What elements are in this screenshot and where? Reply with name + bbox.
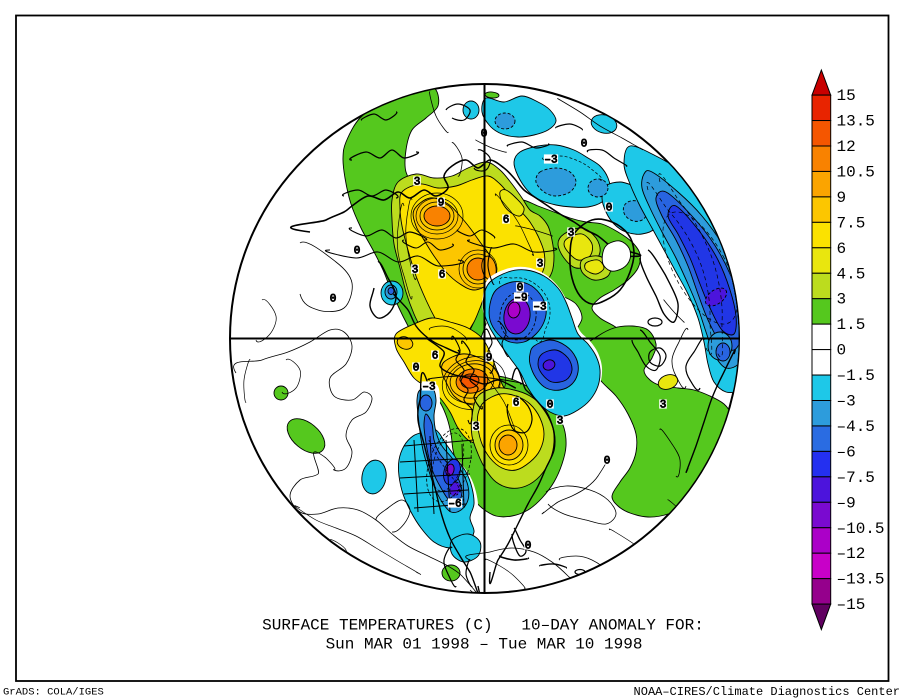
svg-text:–6: –6 [837,443,856,461]
svg-text:3: 3 [557,416,564,428]
svg-text:6: 6 [432,351,439,363]
svg-text:15: 15 [837,87,856,105]
svg-text:3: 3 [660,400,667,412]
svg-text:9: 9 [486,353,493,365]
svg-text:–4.5: –4.5 [837,418,875,436]
svg-text:9: 9 [438,198,445,210]
svg-text:0: 0 [517,283,524,295]
svg-text:–7.5: –7.5 [837,469,875,487]
svg-text:13.5: 13.5 [837,113,875,131]
svg-text:0: 0 [547,400,554,412]
svg-text:–15: –15 [837,596,866,614]
svg-text:0: 0 [354,246,361,258]
svg-text:–13.5: –13.5 [837,571,885,589]
svg-text:0: 0 [606,203,613,215]
svg-text:GrADS: COLA/IGES: GrADS: COLA/IGES [3,687,104,699]
svg-text:–1.5: –1.5 [837,367,875,385]
svg-text:0: 0 [330,294,337,306]
svg-text:3: 3 [837,291,847,309]
svg-text:12: 12 [837,138,856,156]
svg-text:9: 9 [837,189,847,207]
svg-text:Sun MAR 01 1998 – Tue MAR 10 1: Sun MAR 01 1998 – Tue MAR 10 1998 [326,636,643,654]
svg-text:6: 6 [513,398,520,410]
svg-text:1.5: 1.5 [837,316,866,334]
svg-text:6: 6 [837,240,847,258]
svg-text:6: 6 [439,270,446,282]
svg-text:10.5: 10.5 [837,163,875,181]
svg-text:3: 3 [412,265,419,277]
svg-text:3: 3 [568,228,575,240]
svg-text:–9: –9 [514,293,527,305]
svg-text:0: 0 [604,456,611,468]
svg-text:SURFACE TEMPERATURES (C) 10–: SURFACE TEMPERATURES (C) 10–DAY ANOMALY … [262,617,704,635]
svg-text:–10.5: –10.5 [837,520,885,538]
svg-text:–6: –6 [448,499,461,511]
svg-text:7.5: 7.5 [837,214,866,232]
svg-text:0: 0 [525,541,532,553]
svg-text:–9: –9 [837,494,856,512]
svg-text:0: 0 [413,363,420,375]
svg-text:0: 0 [837,342,847,360]
svg-text:3: 3 [537,259,544,271]
svg-text:–3: –3 [533,302,546,314]
svg-text:NOAA–CIRES/Climate Diagnostics: NOAA–CIRES/Climate Diagnostics Center [634,685,900,699]
svg-text:–3: –3 [544,155,557,167]
svg-text:–12: –12 [837,545,866,563]
svg-text:–3: –3 [422,382,435,394]
svg-text:–3: –3 [837,393,856,411]
svg-text:3: 3 [473,422,480,434]
svg-text:0: 0 [581,139,588,151]
svg-text:6: 6 [503,215,510,227]
svg-text:4.5: 4.5 [837,265,866,283]
svg-text:3: 3 [414,177,421,189]
